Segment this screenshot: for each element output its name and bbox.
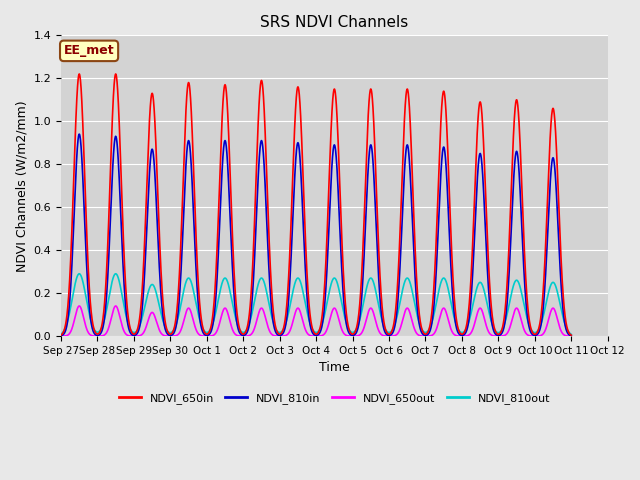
NDVI_650out — [450, 331, 458, 337]
NDVI_810in — [568, 333, 575, 338]
Legend: NDVI_650in, NDVI_810in, NDVI_650out, NDVI_810out: NDVI_650in, NDVI_810in, NDVI_650out, NDV… — [114, 389, 555, 408]
Y-axis label: NDVI Channels (W/m2/mm): NDVI Channels (W/m2/mm) — [15, 100, 28, 272]
NDVI_810in — [112, 133, 120, 139]
Title: SRS NDVI Channels: SRS NDVI Channels — [260, 15, 408, 30]
NDVI_810in — [57, 333, 65, 338]
NDVI_650in — [568, 332, 575, 338]
NDVI_810out — [386, 329, 394, 335]
NDVI_650out — [255, 308, 263, 314]
Line: NDVI_650out: NDVI_650out — [61, 306, 572, 336]
NDVI_810in — [276, 333, 284, 338]
NDVI_810out — [517, 287, 525, 293]
NDVI_810out — [276, 330, 284, 336]
NDVI_810in — [517, 203, 525, 208]
X-axis label: Time: Time — [319, 361, 349, 374]
Line: NDVI_810out: NDVI_810out — [61, 274, 572, 335]
NDVI_810in — [386, 333, 394, 338]
NDVI_810out — [57, 331, 65, 337]
Line: NDVI_650in: NDVI_650in — [61, 74, 572, 335]
NDVI_650in — [76, 71, 83, 77]
NDVI_810in — [450, 307, 458, 313]
NDVI_810out — [76, 271, 83, 276]
NDVI_650in — [450, 290, 458, 296]
NDVI_650out — [76, 303, 83, 309]
Line: NDVI_810in: NDVI_810in — [61, 134, 572, 336]
Text: EE_met: EE_met — [64, 44, 115, 57]
NDVI_810in — [255, 153, 263, 158]
NDVI_650out — [517, 316, 525, 322]
NDVI_650in — [517, 158, 525, 164]
NDVI_650in — [255, 95, 263, 100]
NDVI_810out — [568, 332, 575, 337]
NDVI_810out — [112, 271, 120, 276]
NDVI_650out — [386, 333, 394, 339]
NDVI_650out — [568, 333, 575, 339]
NDVI_650in — [57, 332, 65, 338]
NDVI_650in — [386, 331, 394, 337]
NDVI_650in — [276, 331, 284, 337]
NDVI_810in — [76, 131, 83, 137]
NDVI_650out — [112, 303, 120, 309]
NDVI_810out — [255, 277, 263, 283]
NDVI_650out — [57, 333, 65, 339]
NDVI_810out — [450, 313, 458, 319]
NDVI_650out — [276, 333, 284, 339]
NDVI_650in — [112, 71, 120, 77]
